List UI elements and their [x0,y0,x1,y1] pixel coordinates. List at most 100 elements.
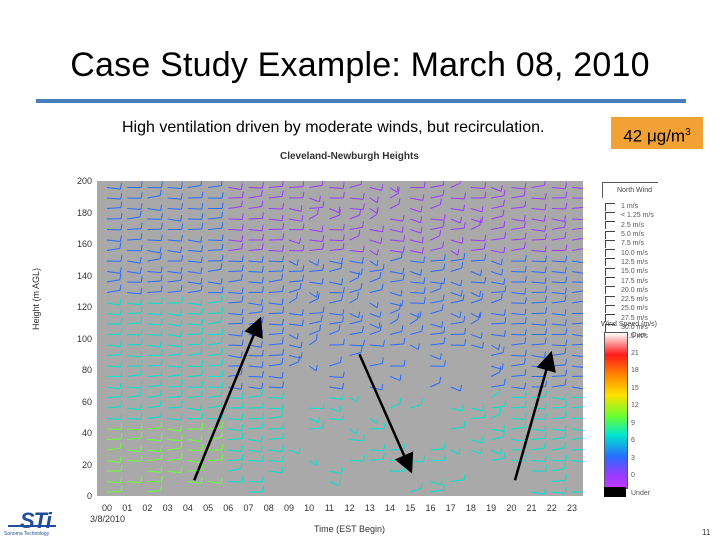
wind-barb [389,374,402,381]
wind-barb [308,259,320,266]
y-tick-label: 140 [76,270,92,281]
wind-barb [248,224,264,232]
wind-barb [369,207,379,214]
wind-barb [551,287,567,295]
wind-barb [106,201,123,209]
wind-barb [430,304,444,314]
wind-barb-icon [605,295,621,304]
wind-barb [207,315,223,325]
wind-barb [430,189,445,199]
wind-barb [571,313,583,315]
slide-title: Case Study Example: March 08, 2010 [70,46,650,84]
wind-barb [228,273,243,283]
wind-barb [329,278,344,286]
wind-barb [309,201,325,209]
x-tick-label: 08 [263,503,274,513]
wind-barb [329,315,344,325]
wind-barb [511,434,527,442]
wind-barb [268,307,285,314]
page-number: 11 [702,528,711,537]
wind-barb [531,225,547,232]
wind-barb [531,432,547,440]
wind-barb-icon [605,239,621,248]
wind-barb [268,223,285,230]
wind-barb [248,233,265,241]
wind-barb [147,329,163,336]
wind-barb [369,422,386,430]
legend-speed-row: 10.0 m/s [605,248,654,258]
wind-barb [511,308,527,316]
wind-barb [228,200,243,209]
wind-barb [551,215,567,222]
wind-barb [268,214,284,222]
x-tick-label: 13 [364,503,375,513]
wind-barb [309,324,322,335]
concentration-badge: 42 μg/m3 [611,117,703,149]
wind-barb [127,210,142,220]
wind-barb [187,284,203,293]
wind-barb [511,357,526,367]
wind-barb [491,199,505,209]
wind-barb [410,269,423,276]
legend-speed-label: 27.5 m/s [621,314,648,322]
legend-speed-row: 15.0 m/s [605,267,654,276]
wind-barb [228,264,244,272]
wind-barb [571,386,583,390]
wind-barb [147,389,162,398]
wind-barb [410,287,426,294]
legend-speed-row: < 1.25 m/s [605,211,654,220]
wind-barb [309,235,325,242]
wind-barb [551,244,568,251]
wind-barb [430,277,446,285]
wind-barb [127,413,143,420]
x-tick-label: 06 [223,503,234,513]
wind-barb [571,437,583,440]
wind-barb [208,381,224,388]
wind-barb [430,353,442,360]
legend-speed-row: 27.5 m/s [605,314,654,323]
wind-barb [167,361,183,368]
wind-barb [268,392,285,399]
wind-barb [571,417,583,419]
wind-barb [369,272,382,283]
wind-barb [349,203,365,210]
wind-barb [268,445,284,453]
wind-barb [551,441,567,451]
wind-speed-legend: 1 m/s < 1.25 m/s 2.5 m/s 5.0 m/s 7.5 m/s 10.0… [605,202,654,341]
wind-barb [571,187,583,190]
wind-barb [551,221,567,230]
wind-barb [571,260,583,264]
wind-barb [228,445,244,453]
wind-barb [329,356,342,367]
wind-barb [329,234,345,242]
wind-barb [167,193,183,200]
wind-barb [470,276,487,284]
wind-barb [491,378,506,388]
wind-barb [551,309,567,316]
wind-barb [349,245,365,253]
wind-barb [389,235,406,242]
wind-barb [127,222,143,230]
wind-barb [106,348,123,356]
y-tick-label: 80 [81,365,92,375]
wind-barb [470,182,487,190]
wind-barb [208,389,223,398]
wind-barb [228,432,244,440]
wind-barb [531,266,547,274]
wind-barb [349,346,363,356]
wind-barb [491,285,507,293]
x-tick-label: 03 [162,503,173,513]
wind-barb [228,392,244,399]
wind-barb [248,181,264,189]
wind-barb [430,442,446,451]
wind-barb [551,255,568,263]
wind-barb [187,222,204,230]
wind-barb [369,322,381,329]
wind-barb [450,204,466,212]
wind-barb [106,340,122,348]
y-tick-label: 60 [81,396,92,407]
wind-barb [248,286,265,293]
wind-barb [288,264,305,272]
wind-barb [491,309,506,316]
wind-barb [450,473,466,482]
